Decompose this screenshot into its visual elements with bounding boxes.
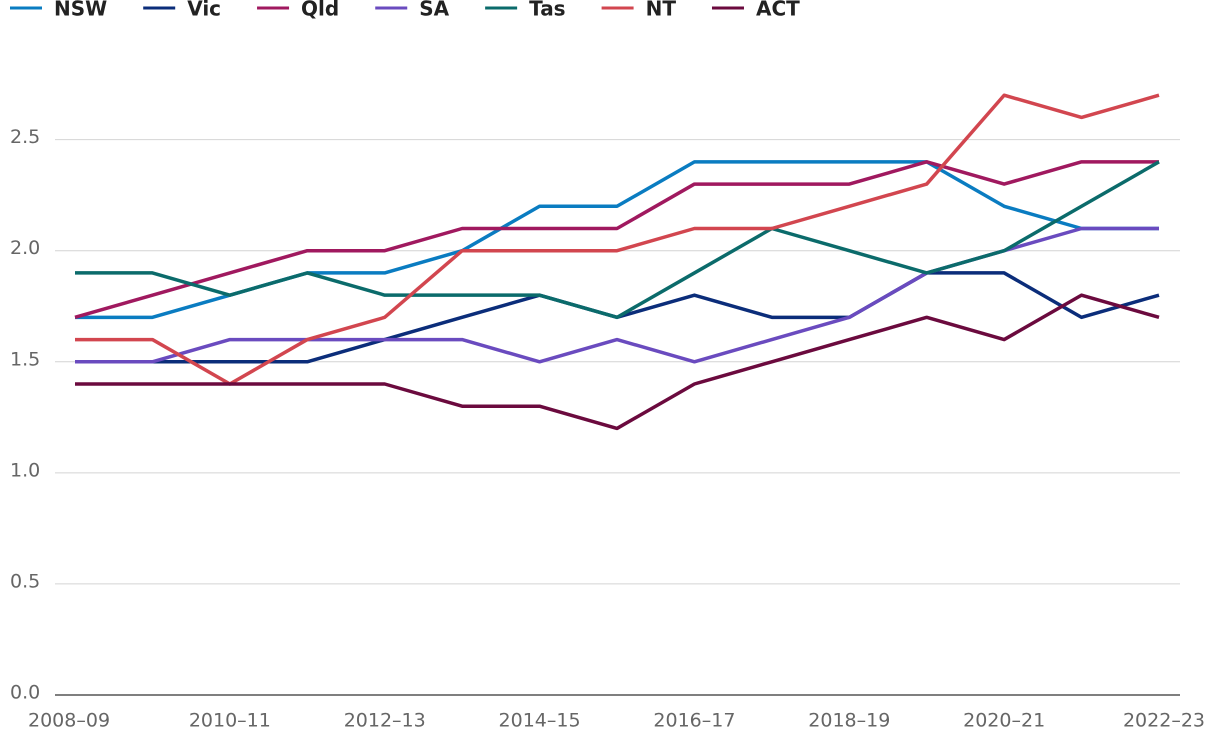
x-tick-label: 2022–23 (1123, 710, 1205, 732)
legend-label: NSW (54, 0, 107, 21)
x-tick-label: 2012–13 (344, 710, 426, 732)
legend-label: ACT (756, 0, 800, 21)
y-tick-label: 0.5 (10, 570, 40, 592)
series-line (75, 293, 1160, 431)
legend-label: NT (646, 0, 677, 21)
series-line (74, 160, 1159, 320)
x-tick-label: 2018–19 (808, 710, 890, 732)
series-line (75, 160, 1160, 320)
x-tick-label: 2020–21 (963, 710, 1045, 732)
series-line (75, 93, 1160, 386)
y-tick-label: 2.5 (10, 126, 40, 148)
legend-label: SA (419, 0, 449, 21)
x-tick-label: 2016–17 (653, 710, 735, 732)
series-line (75, 226, 1159, 364)
y-tick-label: 1.0 (10, 459, 40, 481)
legend-label: Tas (529, 0, 565, 21)
y-tick-label: 1.5 (10, 348, 40, 370)
x-tick-label: 2010–11 (189, 710, 271, 732)
legend-label: Qld (301, 0, 339, 21)
legend-label: Vic (187, 0, 221, 21)
x-tick-label: 2008–09 (28, 710, 110, 732)
y-tick-label: 2.0 (10, 237, 40, 259)
y-tick-label: 0.0 (10, 682, 40, 704)
x-tick-label: 2014–15 (499, 710, 581, 732)
